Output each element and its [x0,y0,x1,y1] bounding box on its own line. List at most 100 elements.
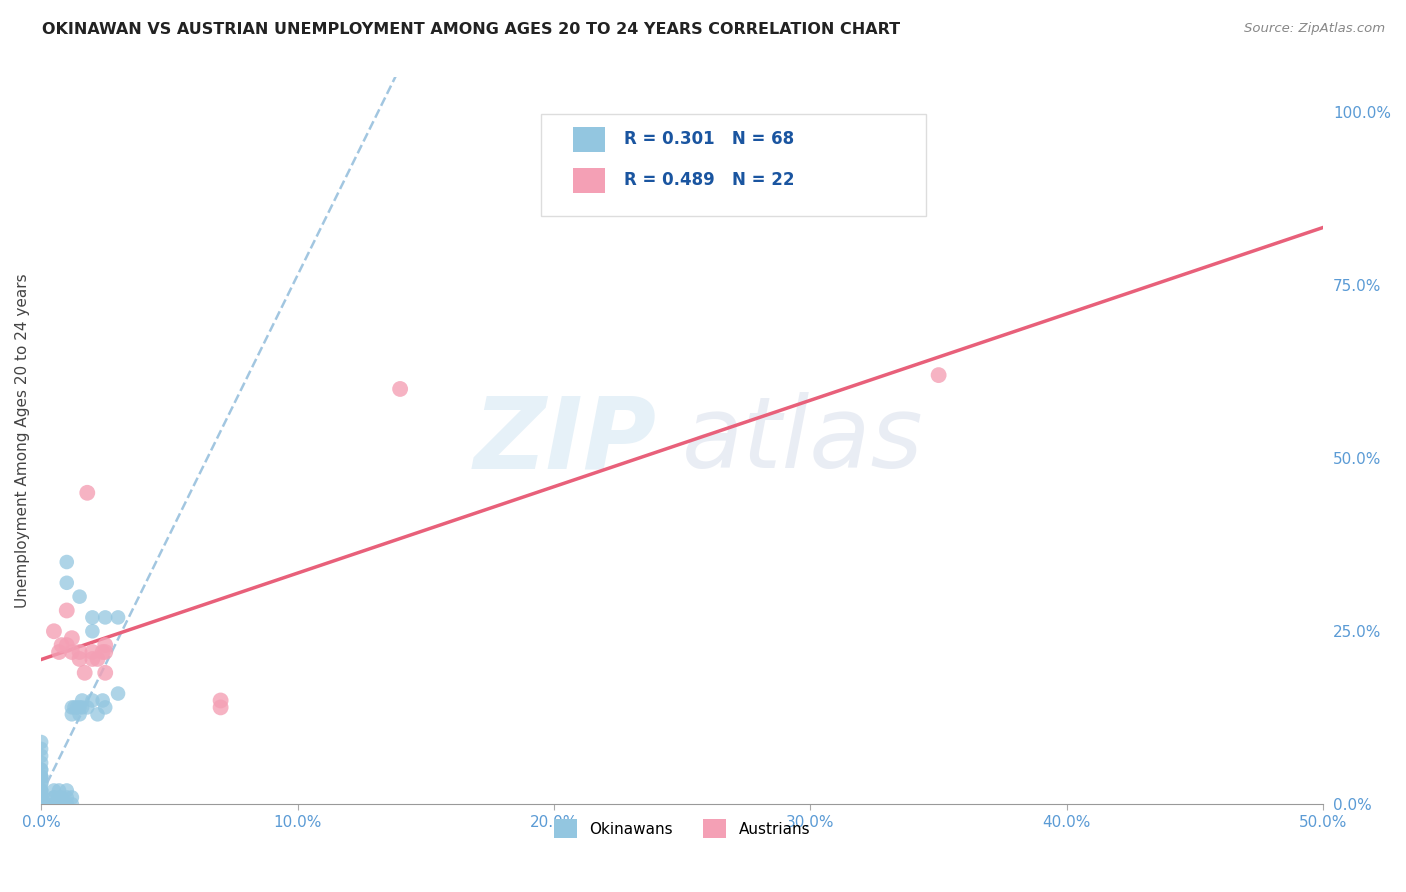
Point [209,693,232,707]
Point [30,770,52,784]
Point [30,790,52,805]
Point [107,610,129,624]
Point [60,645,83,659]
Point [51,797,73,812]
FancyBboxPatch shape [541,114,925,216]
Point [51,638,73,652]
Point [94,645,117,659]
Point [91,645,114,659]
Point [86,652,108,666]
Point [30,797,52,812]
FancyBboxPatch shape [574,169,605,193]
Point [48,783,70,797]
Point [30,797,52,812]
FancyBboxPatch shape [574,128,605,152]
Point [30,763,52,777]
Point [42,790,65,805]
Point [30,770,52,784]
Point [30,763,52,777]
Text: Source: ZipAtlas.com: Source: ZipAtlas.com [1244,22,1385,36]
Point [55,638,77,652]
Point [30,748,52,763]
Point [209,700,232,714]
Point [82,693,104,707]
Text: OKINAWAN VS AUSTRIAN UNEMPLOYMENT AMONG AGES 20 TO 24 YEARS CORRELATION CHART: OKINAWAN VS AUSTRIAN UNEMPLOYMENT AMONG … [42,22,900,37]
Point [48,797,70,812]
Point [107,687,129,701]
Point [30,797,52,812]
Point [42,797,65,812]
Point [55,575,77,590]
Point [30,797,52,812]
Point [30,797,52,812]
Point [91,693,114,707]
Point [76,700,98,714]
Text: atlas: atlas [682,392,924,490]
Point [70,693,93,707]
Point [30,783,52,797]
Point [82,645,104,659]
Point [30,776,52,790]
Text: R = 0.301   N = 68: R = 0.301 N = 68 [624,130,794,148]
Point [30,776,52,790]
Point [42,790,65,805]
Point [55,797,77,812]
Point [30,742,52,756]
Point [86,707,108,722]
Point [69,707,91,722]
Point [76,485,98,500]
Point [70,700,93,714]
Point [94,638,117,652]
Point [30,790,52,805]
Text: R = 0.489   N = 22: R = 0.489 N = 22 [624,171,794,189]
Point [42,624,65,639]
Point [30,797,52,812]
Point [48,790,70,805]
Point [30,783,52,797]
Point [30,797,52,812]
Text: ZIP: ZIP [474,392,657,490]
Point [42,797,65,812]
Point [30,797,52,812]
Point [82,610,104,624]
Point [94,700,117,714]
Point [389,382,412,396]
Point [30,783,52,797]
Point [82,624,104,639]
Point [60,797,83,812]
Point [928,368,950,383]
Point [42,797,65,812]
Point [94,665,117,680]
Point [30,790,52,805]
Y-axis label: Unemployment Among Ages 20 to 24 years: Unemployment Among Ages 20 to 24 years [15,274,30,608]
Point [55,797,77,812]
Point [94,610,117,624]
Point [69,700,91,714]
Point [55,790,77,805]
Point [66,700,89,714]
Point [63,700,86,714]
Point [51,790,73,805]
Point [30,797,52,812]
Point [73,665,96,680]
Point [48,797,70,812]
Point [60,790,83,805]
Point [30,735,52,749]
Point [42,783,65,797]
Point [55,783,77,797]
Legend: Okinawans, Austrians: Okinawans, Austrians [548,814,817,844]
Point [30,797,52,812]
Point [69,652,91,666]
Point [30,790,52,805]
Point [30,756,52,770]
Point [55,603,77,617]
Point [55,555,77,569]
Point [30,770,52,784]
Point [30,790,52,805]
Point [69,645,91,659]
Point [82,652,104,666]
Point [69,590,91,604]
Point [60,700,83,714]
Point [60,707,83,722]
Point [60,631,83,645]
